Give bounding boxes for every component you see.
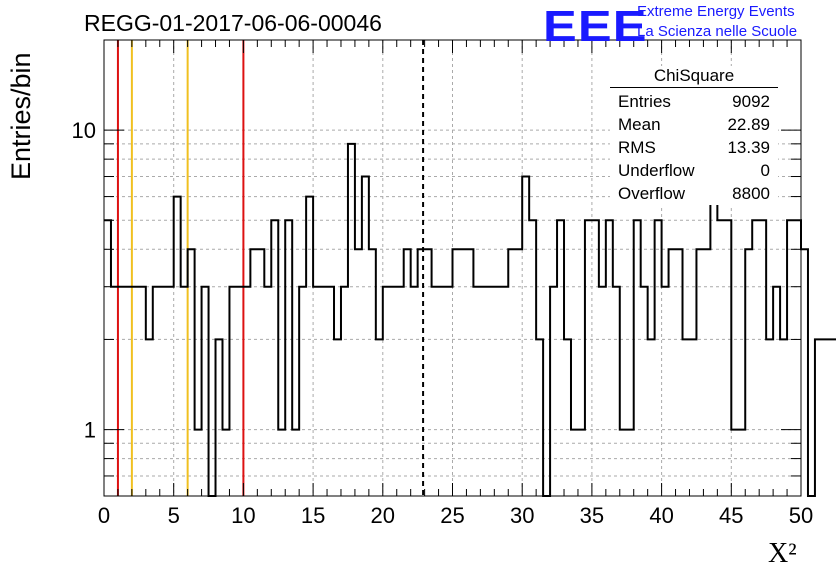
x-tick-label: 40: [649, 503, 673, 528]
stats-box: ChiSquare Entries 9092 Mean 22.89 RMS 13…: [610, 66, 778, 205]
y-tick-label: 10: [72, 118, 96, 143]
tick-labels: 0 5 10 15 20 25 30 35 40 45 50 1 10: [72, 118, 814, 528]
axes: [103, 39, 802, 497]
logo-line-1: Extreme Energy Events: [637, 3, 795, 20]
chart-title: REGG-01-2017-06-06-00046: [84, 10, 382, 36]
stats-value: 0: [760, 161, 770, 180]
stats-value: 9092: [732, 92, 770, 111]
stats-row-entries: Entries 9092: [610, 90, 778, 113]
x-axis-label: X²: [768, 538, 797, 569]
marker-lines: [116, 40, 425, 496]
x-tick-label: 30: [510, 503, 534, 528]
x-tick-label: 35: [580, 503, 604, 528]
x-tick-label: 20: [371, 503, 395, 528]
stats-label: Underflow: [618, 161, 695, 180]
stats-row-mean: Mean 22.89: [610, 113, 778, 136]
y-axis-label: Entries/bin: [6, 52, 36, 180]
x-tick-label: 15: [301, 503, 325, 528]
eee-logo: EEE: [543, 2, 648, 51]
x-tick-label: 25: [440, 503, 464, 528]
x-tick-label: 45: [719, 503, 743, 528]
stats-row-overflow: Overflow 8800: [610, 182, 778, 205]
stats-value: 8800: [732, 184, 770, 203]
stats-label: Mean: [618, 115, 661, 134]
stats-label: Overflow: [618, 184, 686, 203]
histogram-series: [104, 142, 836, 497]
x-tick-label: 0: [98, 503, 110, 528]
stats-label: RMS: [618, 138, 656, 157]
stats-row-rms: RMS 13.39: [610, 136, 778, 159]
stats-value: 22.89: [727, 115, 770, 134]
x-tick-label: 10: [231, 503, 255, 528]
stats-row-underflow: Underflow 0: [610, 159, 778, 182]
x-tick-label: 5: [168, 503, 180, 528]
x-tick-label: 50: [789, 503, 813, 528]
logo-line-2: La Scienza nelle Scuole: [637, 23, 798, 40]
stats-label: Entries: [618, 92, 671, 111]
stats-title: ChiSquare: [610, 66, 778, 88]
y-tick-label: 1: [84, 418, 96, 443]
stats-value: 13.39: [727, 138, 770, 157]
